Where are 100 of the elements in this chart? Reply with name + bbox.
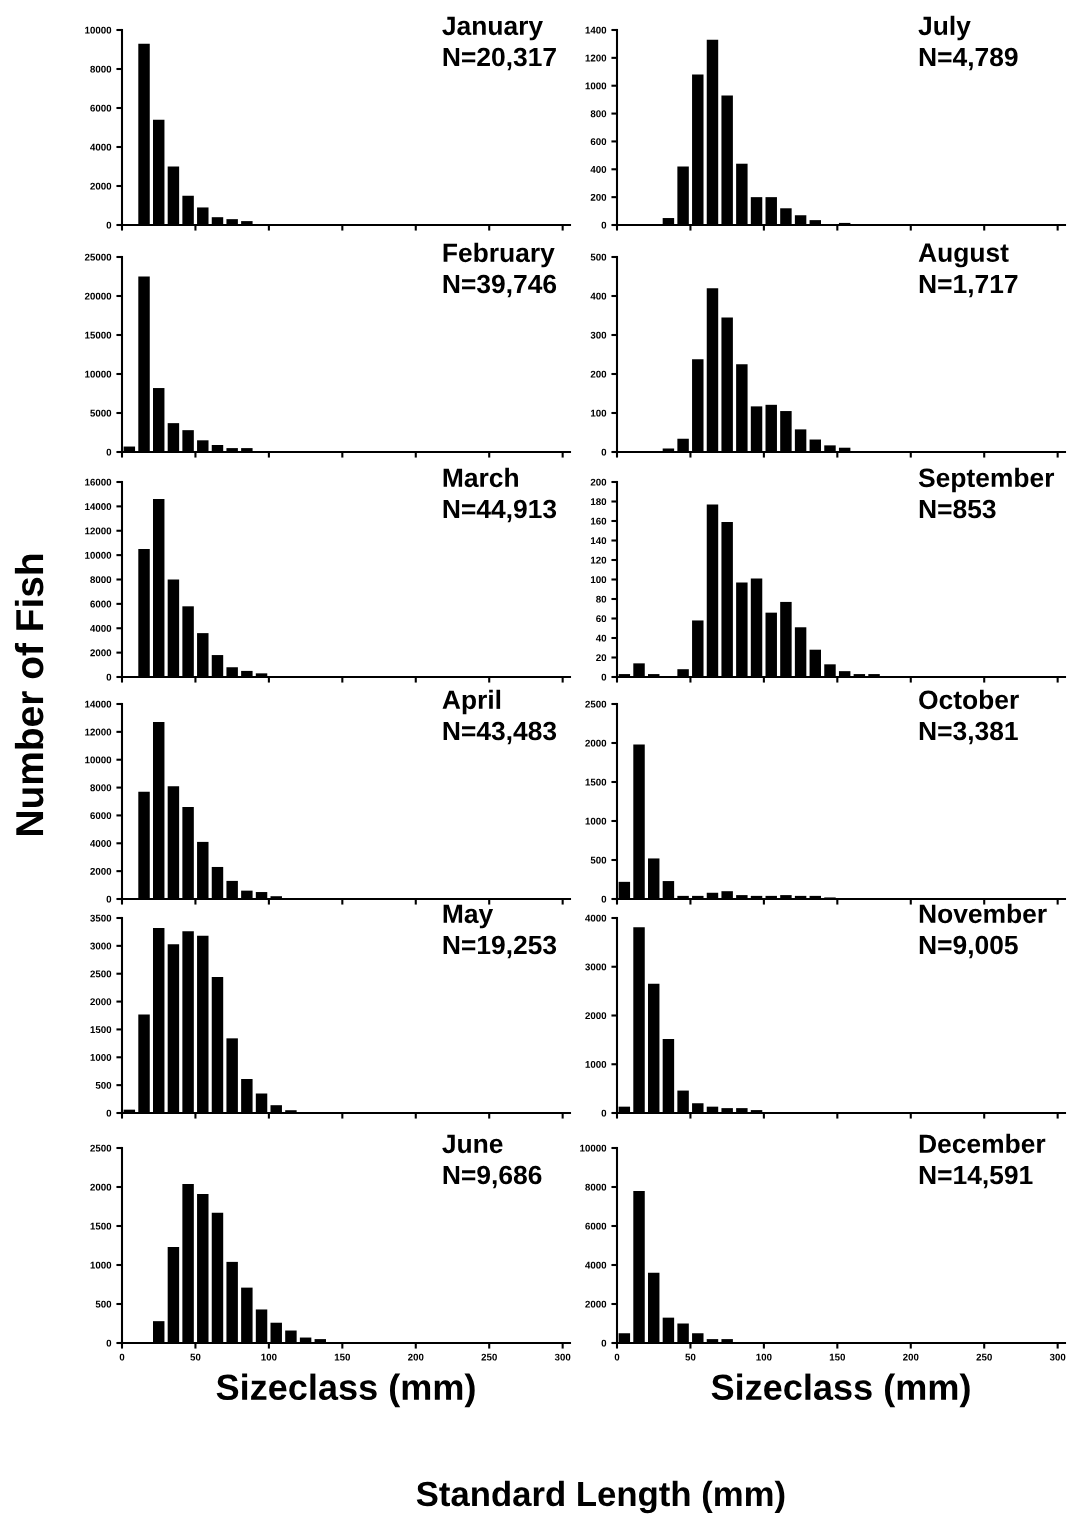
- y-tick-label: 0: [601, 221, 607, 229]
- y-tick-label: 500: [590, 253, 607, 261]
- chart-title: June: [442, 1134, 503, 1154]
- y-tick-label: 4000: [585, 1261, 607, 1269]
- y-tick-label: 2000: [90, 1183, 112, 1191]
- y-tick-label: 1000: [90, 1261, 112, 1269]
- y-tick-label: 0: [106, 673, 112, 681]
- x-tick-label: 300: [554, 1353, 571, 1361]
- y-tick-label: 2000: [585, 739, 607, 747]
- y-tick-label: 3000: [90, 942, 112, 950]
- y-tick-label: 500: [95, 1300, 112, 1308]
- y-tick-label: 180: [590, 498, 607, 506]
- y-tick-label: 2000: [90, 998, 112, 1006]
- y-tick-label: 25000: [84, 253, 112, 261]
- y-tick-label: 6000: [90, 812, 112, 820]
- annotation: N=4,789: [919, 47, 1018, 71]
- y-tick-label: 20: [596, 654, 607, 662]
- chart-title: March: [443, 467, 518, 488]
- y-tick-label: 0: [601, 895, 607, 903]
- chart-title: July: [918, 15, 971, 41]
- y-tick-label: 120: [590, 556, 607, 564]
- y-tick-label: 6000: [90, 600, 112, 608]
- y-tick-label: 140: [590, 537, 607, 545]
- y-tick-label: 6000: [90, 104, 112, 112]
- y-tick-label: 6000: [585, 1222, 607, 1230]
- y-tick-label: 16000: [85, 478, 112, 486]
- annotation: N=9,686: [443, 1165, 542, 1189]
- y-tick-label: 400: [590, 292, 607, 300]
- y-tick-label: 0: [601, 673, 607, 681]
- annotation: N=3,381: [919, 721, 1018, 745]
- chart-title: April: [442, 689, 501, 715]
- annotation: N=19,253: [443, 935, 557, 959]
- y-tick-label: 2000: [90, 867, 112, 875]
- y-tick-label: 2000: [90, 649, 112, 657]
- y-tick-label: 1200: [585, 54, 607, 62]
- x-axis-title: Sizeclass (mm): [711, 1373, 970, 1408]
- annotation: N=39,746: [443, 274, 557, 298]
- y-tick-label: 4000: [585, 914, 607, 922]
- chart-title: February: [443, 242, 555, 268]
- chart-title: December: [919, 1133, 1046, 1154]
- y-tick-label: 200: [590, 478, 607, 486]
- annotation: N=9,005: [919, 935, 1018, 959]
- y-tick-label: 4000: [90, 624, 112, 632]
- annotation: N=43,483: [443, 721, 557, 745]
- annotation: N=1,717: [919, 274, 1018, 298]
- y-tick-label: 100: [590, 409, 607, 417]
- y-tick-label: 3500: [90, 914, 112, 922]
- x-tick-label: 200: [408, 1353, 424, 1361]
- annotation: N=20,317: [443, 47, 556, 71]
- y-tick-label: 2000: [90, 182, 112, 190]
- y-tick-label: 0: [106, 1339, 112, 1347]
- annotation: N=853: [919, 499, 996, 519]
- y-tick-label: 10000: [85, 370, 112, 378]
- y-tick-label: 8000: [585, 1183, 607, 1191]
- y-tick-label: 14000: [85, 503, 112, 510]
- x-tick-label: 50: [190, 1353, 201, 1361]
- y-tick-label: 0: [601, 1339, 607, 1347]
- y-tick-label: 15000: [85, 331, 112, 339]
- y-tick-label: 160: [590, 517, 607, 525]
- y-tick-label: 0: [106, 895, 112, 903]
- chart-title: August: [918, 243, 1009, 268]
- y-tick-label: 300: [590, 331, 607, 339]
- y-tick-label: 2500: [90, 970, 112, 978]
- y-tick-label: 2000: [585, 1300, 607, 1308]
- x-axis-title: Sizeclass (mm): [216, 1373, 475, 1408]
- y-tick-label: 1400: [585, 26, 607, 34]
- y-tick-label: 12000: [85, 728, 112, 736]
- y-tick-label: 1000: [90, 1054, 112, 1061]
- y-tick-label: 1500: [90, 1026, 112, 1034]
- y-tick-label: 8000: [90, 784, 112, 792]
- x-tick-label: 100: [261, 1353, 277, 1361]
- y-tick-label: 14000: [85, 700, 112, 708]
- y-tick-label: 4000: [90, 840, 112, 847]
- x-tick-label: 250: [481, 1353, 497, 1361]
- text: Standard Length (mm): [416, 1480, 785, 1514]
- text: Number of Fish: [14, 554, 44, 835]
- y-tick-label: 400: [590, 166, 607, 173]
- x-tick-label: 100: [756, 1353, 772, 1361]
- y-tick-label: 1000: [585, 817, 607, 825]
- y-tick-label: 1000: [585, 82, 607, 90]
- chart-title: September: [918, 467, 1055, 493]
- y-tick-label: 20000: [84, 292, 112, 300]
- y-tick-label: 8000: [90, 576, 112, 584]
- x-tick-label: 200: [903, 1353, 919, 1361]
- chart-title: October: [919, 689, 1019, 710]
- y-tick-label: 8000: [90, 65, 112, 73]
- x-tick-label: 150: [829, 1353, 846, 1361]
- y-tick-label: 500: [95, 1081, 112, 1089]
- annotation: N=44,913: [443, 499, 557, 523]
- chart-title: January: [442, 16, 543, 41]
- x-tick-label: 300: [1049, 1353, 1066, 1361]
- chart-title: May: [443, 904, 494, 929]
- y-tick-label: 5000: [90, 409, 112, 417]
- y-tick-label: 800: [590, 110, 607, 118]
- y-tick-label: 2500: [90, 1144, 112, 1152]
- y-tick-label: 100: [590, 576, 607, 584]
- y-tick-label: 3000: [585, 963, 607, 971]
- y-tick-label: 200: [590, 370, 607, 378]
- y-tick-label: 0: [106, 448, 112, 456]
- y-tick-label: 2500: [585, 700, 607, 708]
